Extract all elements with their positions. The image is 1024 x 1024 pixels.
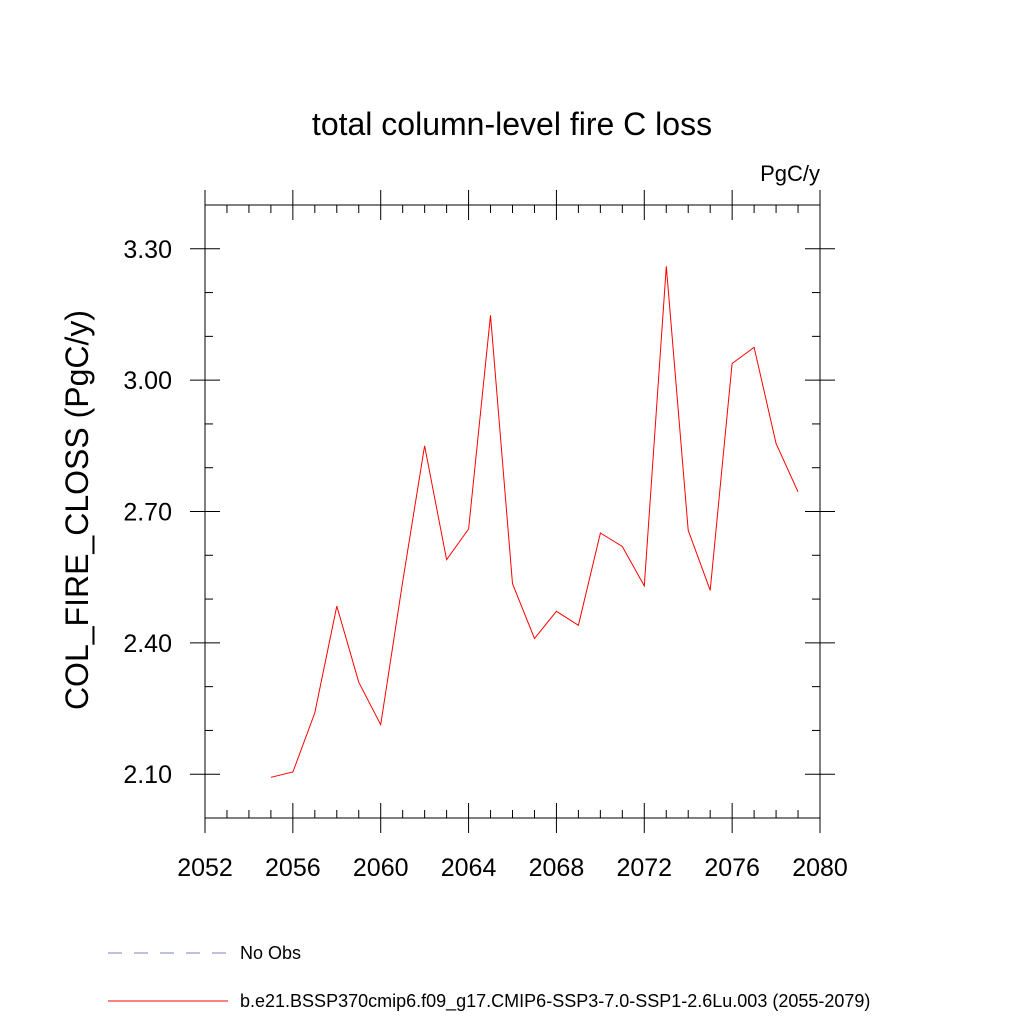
legend-label-model: b.e21.BSSP370cmip6.f09_g17.CMIP6-SSP3-7.… — [240, 991, 870, 1012]
y-axis-label: COL_FIRE_CLOSS (PgC/y) — [59, 310, 95, 710]
chart-title: total column-level fire C loss — [312, 106, 712, 142]
x-tick-label: 2056 — [265, 854, 321, 882]
y-tick-label: 2.40 — [123, 630, 172, 658]
y-tick-label: 3.00 — [123, 367, 172, 395]
units-label: PgC/y — [760, 161, 820, 186]
series-line-0 — [270, 266, 799, 778]
plot-frame — [204, 204, 821, 819]
legend: No Obs b.e21.BSSP370cmip6.f09_g17.CMIP6-… — [108, 943, 870, 1012]
y-tick-label: 3.30 — [123, 236, 172, 264]
x-tick-label: 2076 — [704, 854, 760, 882]
series-group — [270, 266, 799, 778]
axis-ticks: 2052 2056 2060 2064 2068 2072 2076 2080 2.10 2.40… — [123, 190, 848, 882]
x-tick-label: 2060 — [353, 854, 409, 882]
x-tick-label: 2068 — [529, 854, 585, 882]
y-tick-label: 2.70 — [123, 499, 172, 527]
x-tick-label: 2064 — [441, 854, 497, 882]
x-tick-label: 2080 — [792, 854, 848, 882]
y-tick-label: 2.10 — [123, 761, 172, 789]
x-tick-label: 2052 — [177, 854, 233, 882]
legend-label-no-obs: No Obs — [240, 943, 301, 963]
x-tick-label: 2072 — [616, 854, 672, 882]
